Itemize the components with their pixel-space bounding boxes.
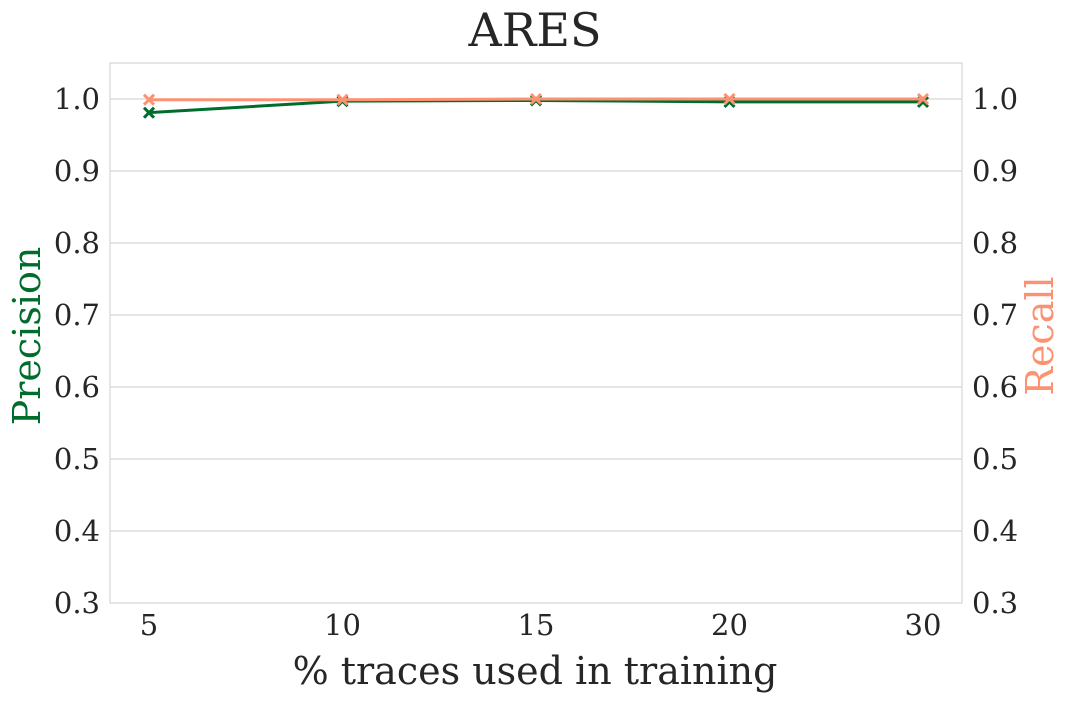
x-tick-label: 10: [324, 608, 361, 642]
precision-marker: [142, 106, 156, 119]
x-tick-label: 5: [140, 608, 158, 642]
y-tick-label-right: 0.9: [972, 154, 1018, 188]
recall-marker: [529, 92, 543, 106]
x-axis-label: % traces used in training: [293, 649, 778, 693]
y-axis-left: 0.3 0.4 0.5 0.6 0.7 0.8 0.9 1.0: [54, 82, 100, 620]
x-axis: 5 10 15 20 30: [140, 608, 942, 642]
y-axis-right: 0.3 0.4 0.5 0.6 0.7 0.8 0.9 1.0: [972, 82, 1018, 620]
y-tick-label-left: 1.0: [54, 82, 100, 116]
y-tick-label-left: 0.9: [54, 154, 100, 188]
y-tick-label-right: 0.7: [972, 298, 1018, 332]
y-tick-label-left: 0.6: [54, 370, 100, 404]
y-tick-label-left: 0.8: [54, 226, 100, 260]
y-tick-label-right: 0.4: [972, 514, 1018, 548]
y-tick-label-left: 0.7: [54, 298, 100, 332]
y-tick-label-left: 0.3: [54, 586, 100, 620]
y-tick-label-left: 0.4: [54, 514, 100, 548]
chart-title: ARES: [468, 3, 602, 57]
recall-marker: [916, 92, 930, 106]
recall-marker: [336, 93, 349, 106]
x-tick-label: 20: [711, 608, 748, 642]
gridlines: [110, 98, 962, 604]
y-tick-label-right: 0.6: [972, 370, 1018, 404]
x-tick-label: 30: [905, 608, 942, 642]
y-axis-label-right: Recall: [1018, 276, 1062, 395]
y-axis-label-left: Precision: [5, 247, 49, 426]
y-tick-label-left: 0.5: [54, 442, 100, 476]
recall-marker: [142, 93, 156, 106]
y-tick-label-right: 0.5: [972, 442, 1018, 476]
plot-frame: [109, 62, 963, 604]
recall-marker: [723, 92, 736, 106]
series-group: [142, 92, 930, 119]
x-tick-label: 15: [518, 608, 555, 642]
y-tick-label-right: 1.0: [972, 82, 1018, 116]
y-tick-label-right: 0.8: [972, 226, 1018, 260]
y-tick-label-right: 0.3: [972, 586, 1018, 620]
